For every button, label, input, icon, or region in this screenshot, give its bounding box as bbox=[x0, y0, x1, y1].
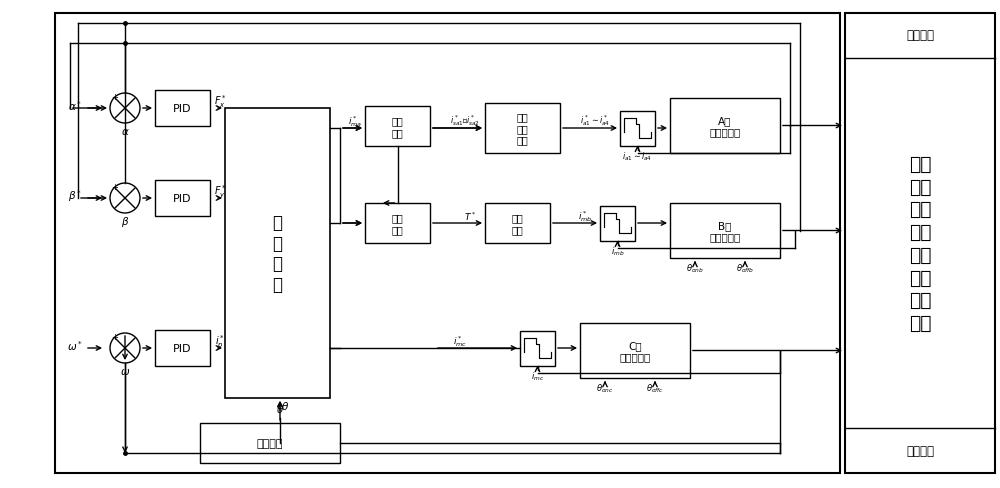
Bar bbox=[155, 91, 210, 127]
Text: $\theta_{offc}$: $\theta_{offc}$ bbox=[646, 382, 664, 394]
Bar bbox=[580, 324, 690, 378]
Text: $i_{a1}^*{\sim}i_{a4}^*$: $i_{a1}^*{\sim}i_{a4}^*$ bbox=[580, 113, 610, 128]
Text: $\beta$: $\beta$ bbox=[121, 215, 129, 228]
Text: $i_{sa1}^*$、$i_{sa2}^*$: $i_{sa1}^*$、$i_{sa2}^*$ bbox=[450, 113, 480, 128]
Text: 复合
转子
单绕
组无
轴承
开关
磁阻
电机: 复合 转子 单绕 组无 轴承 开关 磁阻 电机 bbox=[909, 155, 931, 332]
Text: +: + bbox=[112, 183, 118, 192]
Text: $\theta$: $\theta$ bbox=[276, 402, 284, 414]
Text: $i_{mb}^*$: $i_{mb}^*$ bbox=[578, 209, 592, 224]
Text: $i_{a1}{\sim}i_{a4}$: $i_{a1}{\sim}i_{a4}$ bbox=[622, 150, 653, 163]
Text: B相
功率变换器: B相 功率变换器 bbox=[709, 220, 741, 242]
Bar bbox=[670, 203, 780, 259]
Text: $\theta_{onc}$: $\theta_{onc}$ bbox=[596, 382, 614, 394]
Text: 电流
计算: 电流 计算 bbox=[512, 213, 523, 234]
Text: C相
功率变换器: C相 功率变换器 bbox=[619, 340, 651, 362]
Bar bbox=[485, 104, 560, 154]
Text: $\theta_{offb}$: $\theta_{offb}$ bbox=[736, 262, 754, 275]
Text: PID: PID bbox=[173, 104, 192, 114]
Bar bbox=[155, 181, 210, 217]
Text: 位移检测: 位移检测 bbox=[906, 29, 934, 42]
Text: +: + bbox=[112, 93, 118, 102]
Text: $\alpha$: $\alpha$ bbox=[121, 127, 129, 137]
Bar bbox=[620, 111, 655, 146]
Text: +: + bbox=[112, 333, 118, 342]
Bar bbox=[155, 330, 210, 366]
Bar bbox=[225, 109, 330, 398]
Text: $\theta_{onb}$: $\theta_{onb}$ bbox=[686, 262, 704, 275]
Text: 位置检测: 位置检测 bbox=[906, 445, 934, 458]
Text: $\omega^*$: $\omega^*$ bbox=[67, 338, 83, 352]
Text: $T^*$: $T^*$ bbox=[464, 210, 476, 223]
Text: 电流
计算: 电流 计算 bbox=[392, 116, 403, 138]
Bar bbox=[845, 14, 995, 473]
Text: A相
功率变换器: A相 功率变换器 bbox=[709, 116, 741, 137]
Bar bbox=[520, 331, 555, 366]
Text: $i_{mb}$: $i_{mb}$ bbox=[611, 245, 624, 258]
Text: $i_{mc}^*$: $i_{mc}^*$ bbox=[453, 334, 467, 349]
Bar bbox=[600, 206, 635, 241]
Text: $F_y^*$: $F_y^*$ bbox=[214, 183, 226, 200]
Text: $i_{mc}$: $i_{mc}$ bbox=[531, 370, 544, 383]
Text: $\alpha^*$: $\alpha^*$ bbox=[68, 99, 82, 113]
Bar bbox=[365, 107, 430, 147]
Bar bbox=[200, 423, 340, 463]
Bar bbox=[55, 14, 840, 473]
Bar bbox=[670, 99, 780, 154]
Text: 转速计算: 转速计算 bbox=[257, 438, 283, 448]
Text: $i_{ma}^*$: $i_{ma}^*$ bbox=[348, 114, 362, 129]
Bar bbox=[485, 203, 550, 244]
Text: PID: PID bbox=[173, 194, 192, 203]
Bar bbox=[365, 203, 430, 244]
Text: 转矩
计算: 转矩 计算 bbox=[392, 213, 403, 234]
Text: 电流
分配
计算: 电流 分配 计算 bbox=[517, 112, 528, 145]
Text: $\omega$: $\omega$ bbox=[120, 366, 130, 376]
Text: $\theta$: $\theta$ bbox=[281, 399, 289, 411]
Text: $\beta^*$: $\beta^*$ bbox=[68, 188, 82, 203]
Text: 电
流
计
算: 电 流 计 算 bbox=[272, 213, 283, 294]
Text: $F_x^*$: $F_x^*$ bbox=[214, 93, 226, 110]
Text: $i_p^*$: $i_p^*$ bbox=[215, 333, 225, 350]
Text: PID: PID bbox=[173, 343, 192, 353]
